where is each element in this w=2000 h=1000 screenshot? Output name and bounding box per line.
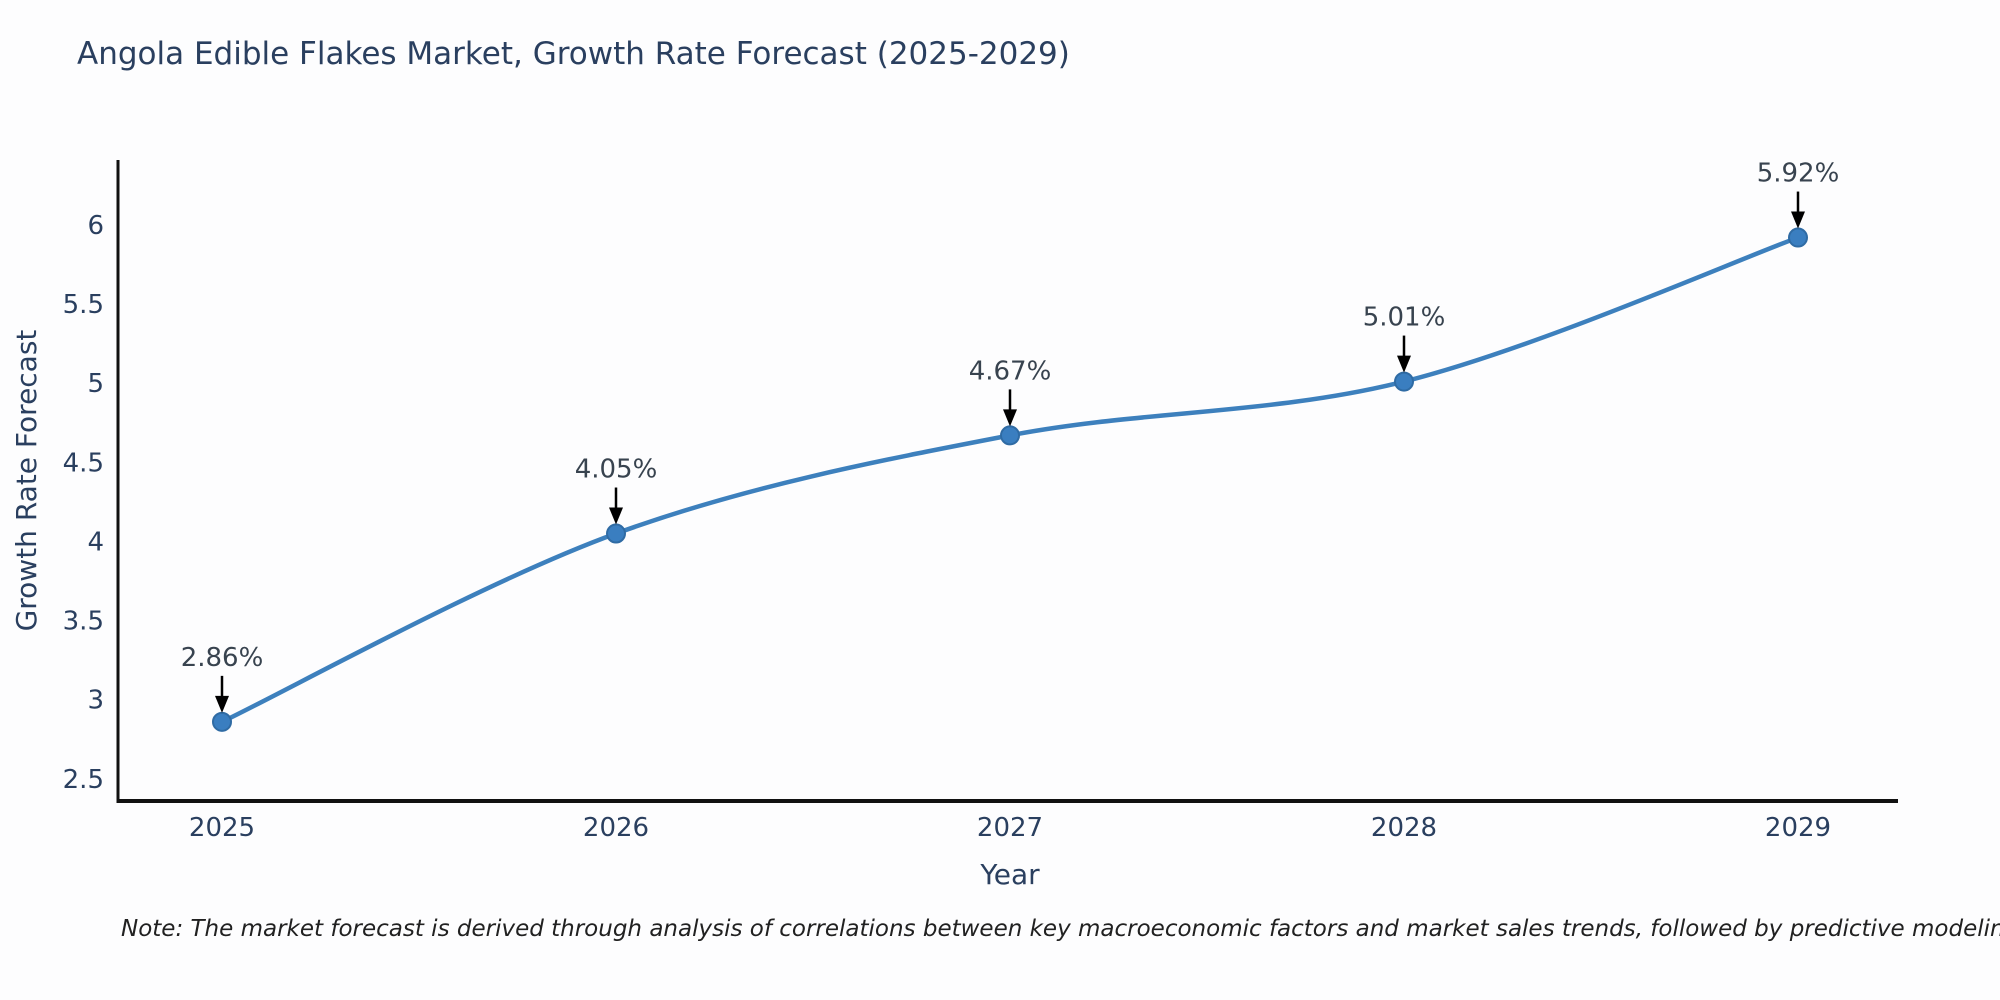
y-tick-label: 6: [87, 211, 104, 241]
y-tick-label: 4.5: [63, 448, 104, 478]
data-point-label: 2.86%: [181, 643, 264, 673]
data-point-marker: [212, 711, 232, 732]
y-tick-label: 5.5: [63, 290, 104, 320]
data-point-label: 4.05%: [575, 455, 658, 485]
data-point-marker: [606, 523, 626, 544]
x-tick-label: 2029: [1765, 813, 1831, 843]
data-point-label: 5.01%: [1363, 303, 1446, 333]
x-tick-label: 2025: [189, 813, 255, 843]
annotation-arrowhead-icon: [1397, 355, 1411, 373]
y-tick-label: 4: [87, 527, 104, 557]
data-point-marker: [1394, 371, 1414, 392]
x-tick-label: 2028: [1371, 813, 1437, 843]
x-axis-title: Year: [979, 858, 1040, 891]
y-tick-label: 5: [87, 369, 104, 399]
data-point-marker: [1788, 227, 1808, 248]
annotation-arrowhead-icon: [215, 695, 229, 713]
annotation-arrowhead-icon: [609, 507, 623, 525]
annotation-arrowhead-icon: [1791, 211, 1805, 229]
annotation-arrowhead-icon: [1003, 409, 1017, 427]
data-point-label: 4.67%: [969, 356, 1052, 386]
y-axis-title: Growth Rate Forecast: [10, 330, 43, 632]
y-tick-label: 3: [87, 686, 104, 716]
data-point-marker: [1000, 425, 1020, 446]
x-tick-label: 2026: [583, 813, 649, 843]
footnote: Note: The market forecast is derived thr…: [121, 916, 2000, 942]
y-tick-label: 3.5: [63, 607, 104, 637]
forecast-line: [219, 235, 1801, 725]
x-tick-label: 2027: [977, 813, 1043, 843]
chart-title: Angola Edible Flakes Market, Growth Rate…: [77, 36, 1070, 72]
data-point-label: 5.92%: [1757, 159, 1840, 189]
y-tick-label: 2.5: [63, 765, 104, 795]
